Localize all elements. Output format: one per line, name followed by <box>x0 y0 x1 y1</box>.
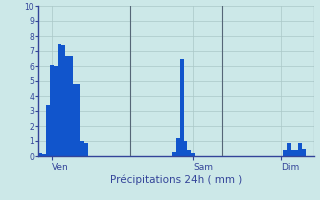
Bar <box>50 64 54 156</box>
Bar <box>184 141 188 156</box>
Bar <box>80 141 84 156</box>
Bar <box>69 55 73 156</box>
Bar <box>46 105 50 156</box>
Bar <box>172 152 176 156</box>
Bar <box>191 153 195 156</box>
Bar <box>291 150 294 156</box>
Bar <box>73 84 76 156</box>
Bar <box>302 148 306 156</box>
Bar <box>287 142 291 156</box>
Bar <box>58 44 61 156</box>
Bar <box>298 142 302 156</box>
Bar <box>180 58 184 156</box>
Bar <box>176 138 180 156</box>
Bar <box>42 154 46 156</box>
X-axis label: Précipitations 24h ( mm ): Précipitations 24h ( mm ) <box>110 175 242 185</box>
Bar <box>188 150 191 156</box>
Bar <box>65 55 69 156</box>
Bar <box>294 150 298 156</box>
Bar <box>84 142 88 156</box>
Bar <box>61 45 65 156</box>
Bar <box>54 66 58 156</box>
Bar <box>76 84 80 156</box>
Bar <box>283 150 287 156</box>
Bar <box>38 153 42 156</box>
